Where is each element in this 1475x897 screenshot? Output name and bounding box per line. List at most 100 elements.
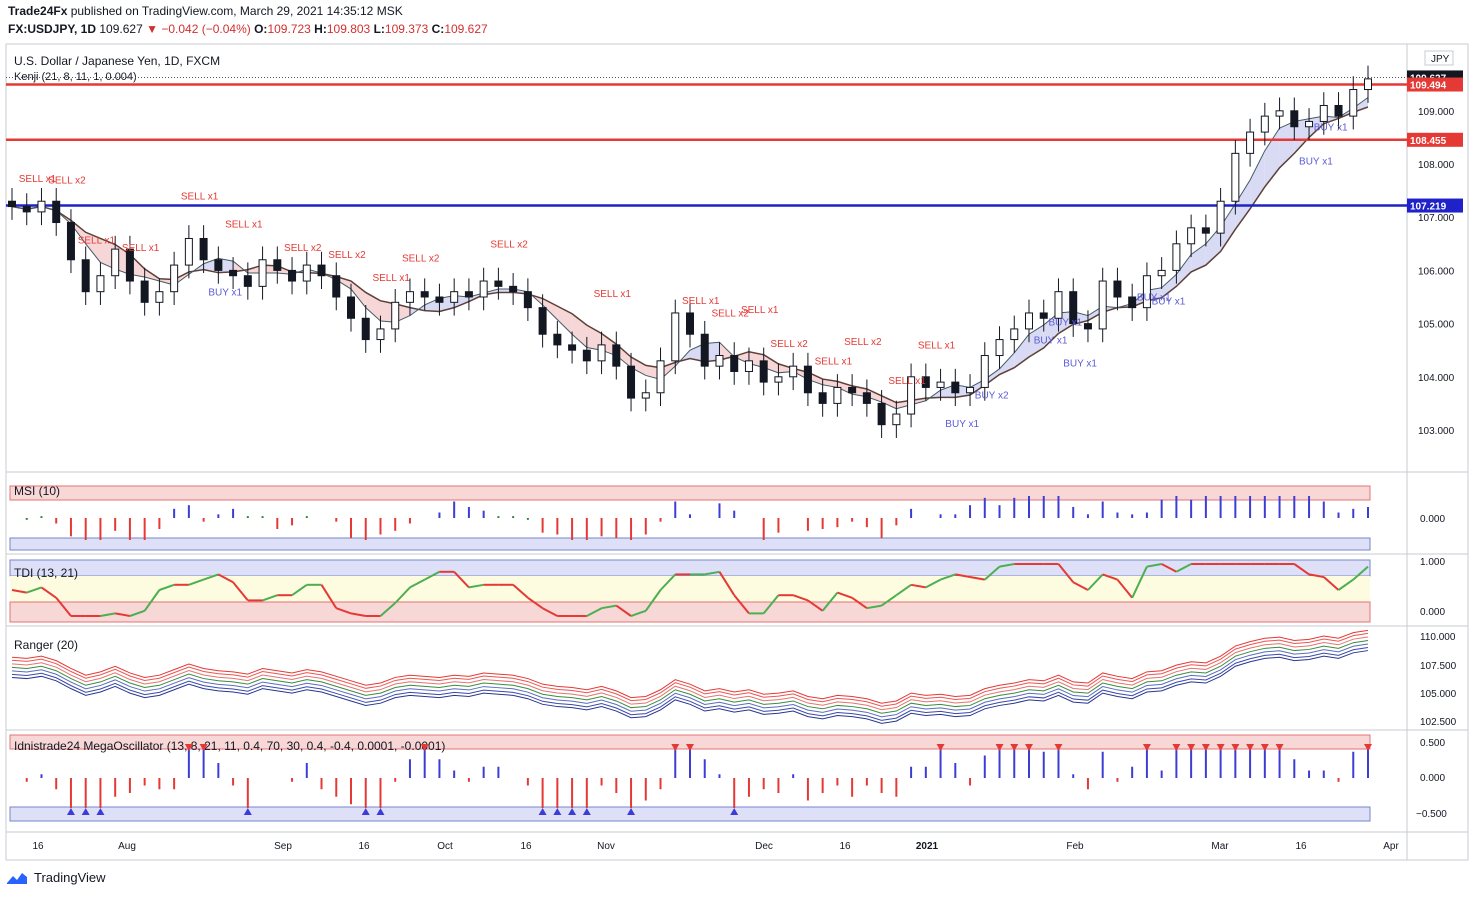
candle-body <box>1231 152 1240 202</box>
kenji-band-segment <box>572 313 587 348</box>
candle-body <box>479 280 488 298</box>
candle-body <box>37 200 46 213</box>
tdi-segment <box>468 583 484 589</box>
candle-body <box>96 275 105 293</box>
tdi-segment <box>453 571 470 589</box>
tdi-segment <box>115 612 131 617</box>
open-value: 109.723 <box>267 22 311 36</box>
candle-body <box>391 301 400 330</box>
price-tag-text: 107.219 <box>1410 202 1447 213</box>
candle-body <box>1290 110 1299 128</box>
tdi-segment <box>837 591 853 599</box>
candle-body <box>450 291 459 303</box>
sell-signal-label: SELL x2 <box>844 337 882 348</box>
candle-body <box>774 376 783 383</box>
tdi-segment <box>925 578 942 589</box>
candle-body <box>288 269 297 282</box>
ranger-tick-2: 105.000 <box>1420 689 1457 700</box>
sell-signal-label: SELL x1 <box>122 243 160 254</box>
sell-signal-label: SELL x1 <box>888 376 926 387</box>
price-tag-text: 109.494 <box>1410 81 1447 92</box>
candle-body <box>509 285 518 293</box>
candle-body <box>951 381 960 394</box>
sell-signal-label: SELL x1 <box>815 356 853 367</box>
change-value: −0.042 (−0.04%) <box>161 22 251 36</box>
candle-body <box>435 296 444 303</box>
candle-body <box>258 259 267 287</box>
tdi-segment <box>1352 565 1369 581</box>
mega-sell-marker <box>184 744 193 751</box>
time-tick: 16 <box>839 841 851 852</box>
ranger-tick-3: 102.500 <box>1420 717 1457 728</box>
candle-body <box>980 355 989 388</box>
tdi-segment <box>807 599 824 612</box>
candle-body <box>862 392 871 404</box>
tdi-segment <box>335 607 352 615</box>
mega-buy-marker <box>553 808 562 815</box>
high-value: 109.803 <box>326 22 371 36</box>
time-tick: 2021 <box>916 841 939 852</box>
candle-body <box>671 312 680 362</box>
candle-body <box>907 376 916 415</box>
time-tick: 16 <box>1295 841 1307 852</box>
buy-signal-label: BUY x1 <box>1299 156 1333 167</box>
tdi-segment <box>188 578 204 586</box>
candle-body <box>347 296 355 319</box>
tdi-segment <box>1087 573 1104 591</box>
kenji-band-segment <box>85 232 101 263</box>
price-tick: 107.000 <box>1418 213 1455 224</box>
low-label: L: <box>373 22 385 36</box>
candle-body <box>936 381 945 388</box>
last-price: 109.627 <box>99 22 143 36</box>
kenji-band-segment <box>1294 118 1310 154</box>
msi-histogram <box>25 496 1369 540</box>
candle-body <box>1069 291 1078 325</box>
publisher-line: Trade24Fx published on TradingView.com, … <box>8 4 403 18</box>
mega-buy-marker <box>361 808 370 815</box>
kenji-band-segment <box>1043 312 1059 348</box>
mega-buy-marker <box>538 808 547 815</box>
candle-body <box>1201 227 1210 234</box>
tdi-segment <box>895 583 912 597</box>
ranger-line <box>11 647 1369 721</box>
candle-body <box>1364 78 1372 91</box>
mega-sell-marker <box>420 744 429 751</box>
change-arrow: ▼ <box>146 22 158 36</box>
mega-buy-marker <box>66 808 75 815</box>
currency-badge[interactable] <box>1424 50 1454 66</box>
candle-body <box>317 264 326 277</box>
candle-body <box>568 344 577 351</box>
time-tick: Nov <box>597 841 615 852</box>
mega-sell-marker <box>936 744 945 751</box>
price-tick: 104.000 <box>1418 373 1455 384</box>
ranger-line <box>11 629 1369 704</box>
low-value: 109.373 <box>384 22 429 36</box>
candle-body <box>627 365 636 399</box>
buy-signal-label: BUY x1 <box>1152 296 1186 307</box>
candle-body <box>229 269 238 277</box>
candle-body <box>1275 110 1284 117</box>
mega-sell-marker <box>1246 744 1255 751</box>
candle-body <box>1142 275 1151 309</box>
candle-body <box>686 312 694 335</box>
sell-signal-label: SELL x2 <box>328 250 366 261</box>
buy-signal-label: BUY x1 <box>945 419 979 430</box>
tdi-segment <box>512 584 529 599</box>
mega-buy-marker <box>568 808 577 815</box>
candle-body <box>803 365 812 394</box>
candle-body <box>1113 280 1122 298</box>
candle-body <box>966 386 975 394</box>
candle-body <box>892 413 901 426</box>
tdi-segment <box>1057 563 1074 583</box>
kenji-band-segment <box>1161 274 1177 298</box>
candle-body <box>81 259 90 293</box>
mega-buy-marker <box>96 808 105 815</box>
kenji-band-segment <box>675 350 690 367</box>
mega-sell-marker <box>995 744 1004 751</box>
tdi-segment <box>143 589 161 612</box>
kenji-band-segment <box>866 388 882 403</box>
sell-signal-label: SELL x1 <box>78 236 116 247</box>
candle-body <box>1128 296 1137 309</box>
tdi-segment <box>129 609 145 617</box>
